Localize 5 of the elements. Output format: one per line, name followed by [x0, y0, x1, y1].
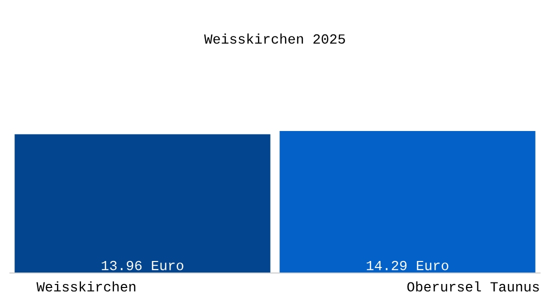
chart-title: Weisskirchen 2025	[204, 34, 345, 44]
data-label: 14.29 Euro	[366, 260, 448, 270]
x-tick-label: Weisskirchen	[36, 281, 136, 292]
data-label: 13.96 Euro	[102, 260, 184, 270]
x-tick-label: Oberursel Taunus	[407, 281, 539, 292]
